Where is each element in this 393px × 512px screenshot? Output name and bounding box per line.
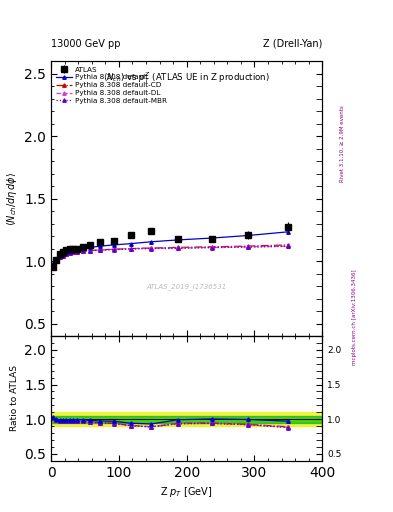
Pythia 8.308 default-CD xyxy=(210,244,215,250)
Pythia 8.308 default-MBR xyxy=(88,248,92,254)
Pythia 8.308 default xyxy=(67,247,72,253)
Pythia 8.308 default-DL xyxy=(71,249,75,255)
Line: Pythia 8.308 default-CD: Pythia 8.308 default-CD xyxy=(51,243,290,266)
Pythia 8.308 default xyxy=(176,237,180,243)
Pythia 8.308 default-DL xyxy=(176,245,180,251)
Pythia 8.308 default-CD xyxy=(67,250,72,256)
Pythia 8.308 default-MBR xyxy=(57,254,62,261)
Pythia 8.308 default-CD xyxy=(54,258,59,264)
Pythia 8.308 default-CD xyxy=(71,249,75,255)
Pythia 8.308 default-DL xyxy=(286,243,291,249)
Pythia 8.308 default-MBR xyxy=(64,251,69,258)
Pythia 8.308 default-CD xyxy=(98,247,103,253)
Text: ATLAS_2019_I1736531: ATLAS_2019_I1736531 xyxy=(147,283,227,290)
Pythia 8.308 default-DL xyxy=(67,250,72,256)
Pythia 8.308 default-MBR xyxy=(81,248,86,254)
Pythia 8.308 default-MBR xyxy=(67,250,72,256)
Pythia 8.308 default-DL xyxy=(88,247,92,253)
Pythia 8.308 default-CD xyxy=(149,245,153,251)
Pythia 8.308 default-CD xyxy=(50,261,55,267)
Pythia 8.308 default-DL xyxy=(112,246,116,252)
Pythia 8.308 default xyxy=(210,235,215,241)
Pythia 8.308 default xyxy=(98,243,103,249)
Bar xyxy=(51,412,322,426)
Pythia 8.308 default-CD xyxy=(176,244,180,250)
Pythia 8.308 default-MBR xyxy=(286,243,291,249)
Text: $\langle N_{ch}\rangle$ vs $p_T^Z$ (ATLAS UE in Z production): $\langle N_{ch}\rangle$ vs $p_T^Z$ (ATLA… xyxy=(103,70,270,84)
Pythia 8.308 default-DL xyxy=(98,247,103,253)
Pythia 8.308 default-DL xyxy=(54,258,59,264)
Pythia 8.308 default xyxy=(81,245,86,251)
Pythia 8.308 default xyxy=(61,250,65,257)
Pythia 8.308 default-MBR xyxy=(98,247,103,253)
Pythia 8.308 default xyxy=(112,242,116,248)
Pythia 8.308 default xyxy=(149,239,153,245)
Pythia 8.308 default xyxy=(64,249,69,255)
Pythia 8.308 default-DL xyxy=(210,244,215,250)
Pythia 8.308 default-DL xyxy=(57,254,62,261)
Pythia 8.308 default-DL xyxy=(64,251,69,258)
Pythia 8.308 default-MBR xyxy=(74,249,79,255)
Pythia 8.308 default-CD xyxy=(88,247,92,253)
Pythia 8.308 default-MBR xyxy=(61,252,65,259)
Pythia 8.308 default-MBR xyxy=(149,246,153,252)
Pythia 8.308 default xyxy=(88,244,92,250)
Pythia 8.308 default-DL xyxy=(149,245,153,251)
Pythia 8.308 default-DL xyxy=(129,246,133,252)
Pythia 8.308 default-CD xyxy=(64,250,69,257)
Line: Pythia 8.308 default-MBR: Pythia 8.308 default-MBR xyxy=(51,245,290,266)
Pythia 8.308 default-CD xyxy=(57,254,62,261)
Pythia 8.308 default-CD xyxy=(61,252,65,259)
Pythia 8.308 default xyxy=(50,261,55,267)
Pythia 8.308 default xyxy=(245,232,250,239)
Text: mcplots.cern.ch [arXiv:1306.3436]: mcplots.cern.ch [arXiv:1306.3436] xyxy=(352,270,357,365)
Pythia 8.308 default-CD xyxy=(286,242,291,248)
Pythia 8.308 default xyxy=(74,246,79,252)
Pythia 8.308 default-MBR xyxy=(210,245,215,251)
Pythia 8.308 default-DL xyxy=(50,261,55,267)
Pythia 8.308 default-MBR xyxy=(54,258,59,264)
Pythia 8.308 default-DL xyxy=(245,244,250,250)
Pythia 8.308 default xyxy=(129,241,133,247)
Pythia 8.308 default-CD xyxy=(129,246,133,252)
Text: Z (Drell-Yan): Z (Drell-Yan) xyxy=(263,38,322,49)
Pythia 8.308 default-DL xyxy=(81,248,86,254)
Line: Pythia 8.308 default: Pythia 8.308 default xyxy=(51,230,290,265)
Line: Pythia 8.308 default-DL: Pythia 8.308 default-DL xyxy=(51,244,290,266)
Pythia 8.308 default-DL xyxy=(61,252,65,259)
Pythia 8.308 default-CD xyxy=(74,249,79,255)
Pythia 8.308 default-MBR xyxy=(129,246,133,252)
Bar xyxy=(51,416,322,423)
X-axis label: Z $p_T$ [GeV]: Z $p_T$ [GeV] xyxy=(160,485,213,499)
Pythia 8.308 default xyxy=(286,229,291,235)
Pythia 8.308 default xyxy=(71,247,75,253)
Pythia 8.308 default-MBR xyxy=(71,249,75,255)
Pythia 8.308 default-MBR xyxy=(112,247,116,253)
Pythia 8.308 default-CD xyxy=(245,243,250,249)
Pythia 8.308 default-CD xyxy=(112,246,116,252)
Pythia 8.308 default xyxy=(57,253,62,259)
Pythia 8.308 default-CD xyxy=(81,248,86,254)
Pythia 8.308 default xyxy=(54,256,59,262)
Y-axis label: Ratio to ATLAS: Ratio to ATLAS xyxy=(10,366,19,432)
Pythia 8.308 default-MBR xyxy=(245,244,250,250)
Y-axis label: $\langle N_{ch}/d\eta\,d\phi\rangle$: $\langle N_{ch}/d\eta\,d\phi\rangle$ xyxy=(5,172,19,226)
Pythia 8.308 default-DL xyxy=(74,249,79,255)
Pythia 8.308 default-MBR xyxy=(176,245,180,251)
Text: 13000 GeV pp: 13000 GeV pp xyxy=(51,38,121,49)
Pythia 8.308 default-MBR xyxy=(50,261,55,267)
Text: Rivet 3.1.10, ≥ 2.9M events: Rivet 3.1.10, ≥ 2.9M events xyxy=(340,105,345,182)
Legend: ATLAS, Pythia 8.308 default, Pythia 8.308 default-CD, Pythia 8.308 default-DL, P: ATLAS, Pythia 8.308 default, Pythia 8.30… xyxy=(55,65,168,105)
